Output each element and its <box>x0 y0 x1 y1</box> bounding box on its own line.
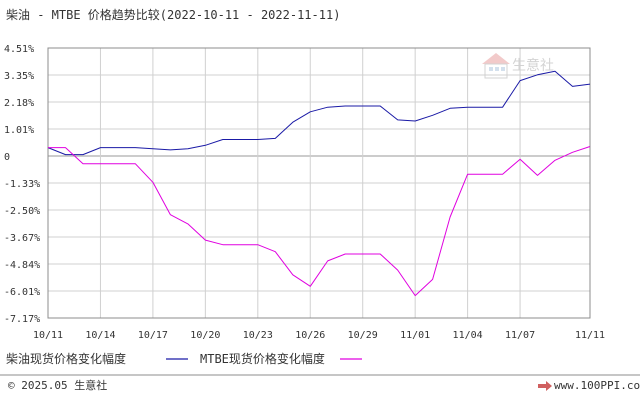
y-tick-label: -3.67% <box>4 233 40 244</box>
series-line-mtbe <box>48 146 591 297</box>
x-tick-label: 11/04 <box>453 330 483 341</box>
footer-url[interactable]: www.100PPI.com <box>554 379 640 392</box>
y-tick-label: -4.84% <box>4 260 40 271</box>
x-tick-label: 10/29 <box>348 330 378 341</box>
series-line-diesel <box>47 70 591 156</box>
x-tick-label: 10/14 <box>85 330 115 341</box>
legend-label-mtbe: MTBE现货价格变化幅度 <box>200 351 325 366</box>
x-tick-label: 10/17 <box>138 330 168 341</box>
y-tick-label: -1.33% <box>4 179 40 190</box>
axis-layer: 4.51% 3.35% 2.18% 1.01% 0 -1.33% -2.50% -3.67% -… <box>4 44 605 341</box>
y-tick-label: -6.01% <box>4 287 40 298</box>
x-tick-label: 10/11 <box>33 330 63 341</box>
grid-layer <box>47 47 591 319</box>
y-tick-label: -2.50% <box>4 206 40 217</box>
watermark-logo: 生意社 <box>482 53 554 79</box>
y-tick-label: 0 <box>4 152 10 163</box>
y-tick-label: -7.17% <box>4 314 40 325</box>
x-tick-label: 10/23 <box>243 330 273 341</box>
x-tick-label: 11/01 <box>400 330 430 341</box>
legend: 柴油现货价格变化幅度 MTBE现货价格变化幅度 <box>6 351 362 366</box>
legend-label-diesel: 柴油现货价格变化幅度 <box>6 351 126 366</box>
chart-title: 柴油 - MTBE 价格趋势比较(2022-10-11 - 2022-11-11… <box>6 7 340 22</box>
footer-copyright: © 2025.05 生意社 <box>8 378 107 392</box>
x-tick-label: 10/20 <box>190 330 220 341</box>
x-tick-label: 10/26 <box>295 330 325 341</box>
watermark-text: 生意社 <box>512 57 554 74</box>
footer-url-group[interactable]: www.100PPI.com <box>538 379 640 392</box>
house-logo-icon <box>482 53 510 79</box>
x-tick-label: 11/07 <box>505 330 535 341</box>
y-tick-label: 3.35% <box>4 71 34 82</box>
arrow-icon <box>538 381 552 391</box>
y-tick-label: 1.01% <box>4 125 34 136</box>
plot-frame <box>47 47 591 319</box>
y-tick-label: 4.51% <box>4 44 34 55</box>
x-tick-label: 11/11 <box>575 330 605 341</box>
series-layer <box>47 70 591 297</box>
y-tick-label: 2.18% <box>4 98 34 109</box>
